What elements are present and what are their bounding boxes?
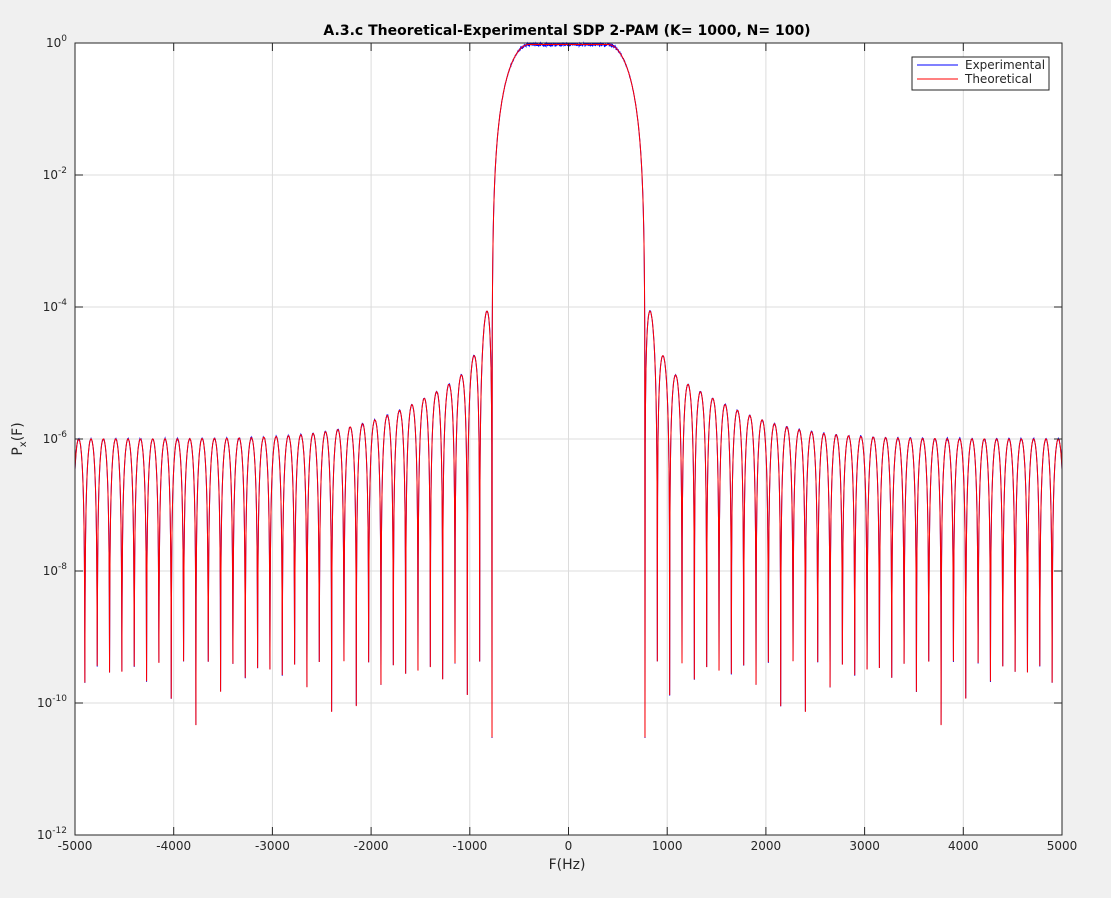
ticks [74, 42, 1063, 836]
y-tick-label: 100 [46, 34, 67, 50]
y-tick-label: 10-4 [43, 298, 68, 314]
legend-label-theoretical: Theoretical [964, 72, 1032, 86]
x-tick-label: 5000 [1047, 839, 1078, 853]
legend-box [911, 56, 1050, 91]
x-tick-label: 3000 [849, 839, 880, 853]
y-tick-label: 10-10 [37, 694, 67, 710]
y-tick-label: 10-2 [43, 166, 67, 182]
y-tick-label: 10-6 [43, 430, 68, 446]
y-tick-label: 10-12 [37, 826, 67, 842]
legend-label-experimental: Experimental [965, 58, 1045, 72]
legend: Experimental Theoretical [911, 56, 1050, 91]
x-tick-label: -4000 [156, 839, 191, 853]
x-axis-label: F(Hz) [549, 857, 586, 873]
x-tick-label: -5000 [58, 839, 93, 853]
x-tick-label: 4000 [948, 839, 979, 853]
x-tick-label: 2000 [751, 839, 782, 853]
y-axis-label-suffix: (F) [10, 422, 26, 441]
x-tick-label: 0 [565, 839, 573, 853]
x-tick-label: 1000 [652, 839, 683, 853]
y-tick-labels: 100 10-2 10-4 10-6 10-8 10-10 10-12 [37, 34, 67, 842]
chart-title: A.3.c Theoretical-Experimental SDP 2-PAM… [323, 23, 810, 39]
grid [75, 43, 1062, 835]
y-axis-label: Px(F) [10, 422, 29, 455]
y-axis-label-base: P [10, 447, 26, 455]
y-axis-label-subscript: x [18, 441, 29, 447]
x-tick-label: -3000 [255, 839, 290, 853]
y-tick-label: 10-8 [43, 562, 68, 578]
x-tick-label: -2000 [354, 839, 389, 853]
x-tick-labels: -5000 -4000 -3000 -2000 -1000 0 1000 2000 3000 40… [58, 839, 1078, 853]
x-tick-label: -1000 [452, 839, 487, 853]
